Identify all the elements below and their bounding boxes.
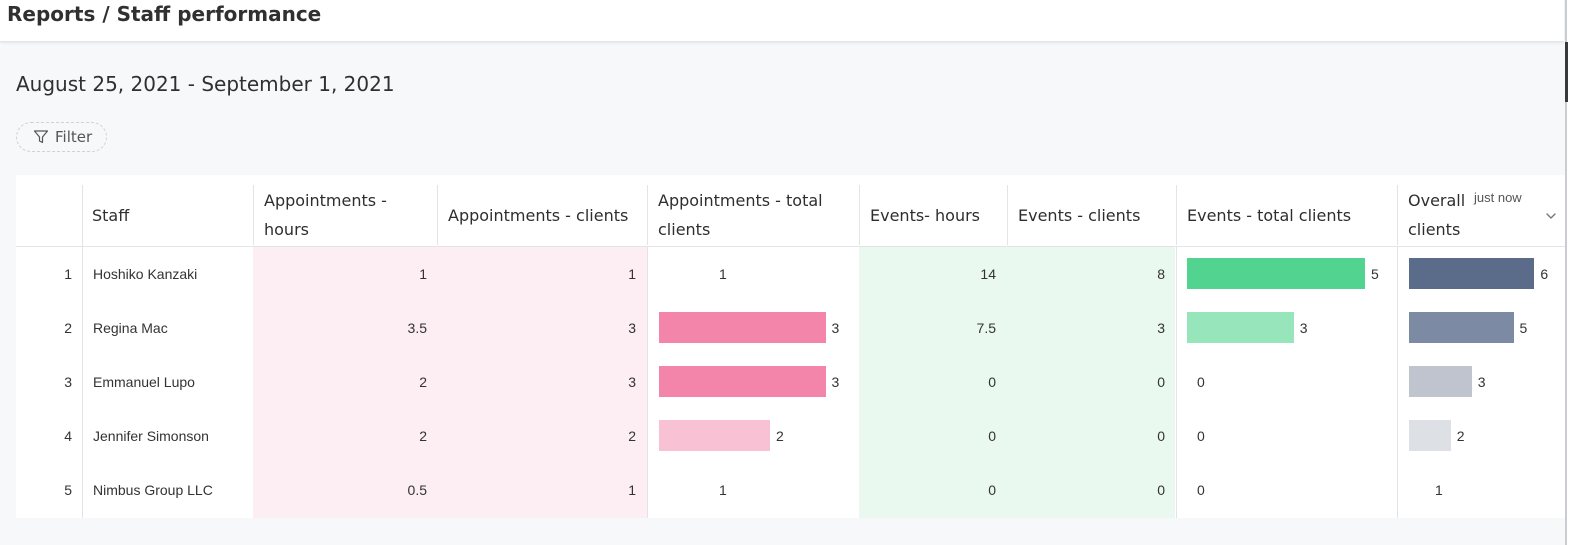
- overall-bar: [1409, 312, 1514, 343]
- appt-total-column-divider: [647, 247, 648, 518]
- events-clients-column-bg: [1007, 247, 1175, 518]
- page-title: Reports / Staff performance: [7, 2, 322, 26]
- chevron-down-icon[interactable]: [1544, 209, 1558, 223]
- staff-performance-table: Staff Appointments - hours Appointments …: [16, 175, 1565, 518]
- appt-clients-value: 3: [628, 320, 636, 336]
- appt-clients-value: 3: [628, 374, 636, 390]
- events-total-value: 0: [1197, 374, 1205, 390]
- table-row[interactable]: 1 Hoshiko Kanzaki 1 1 14 8 1 5 6: [16, 247, 1565, 301]
- index-column-divider: [82, 185, 83, 518]
- events-clients-value: 0: [1157, 374, 1165, 390]
- overall-value: 5: [1519, 320, 1528, 336]
- column-header-staff[interactable]: Staff: [92, 205, 130, 225]
- table-row[interactable]: 3 Emmanuel Lupo 2 3 0 0 3 0 3: [16, 355, 1565, 409]
- staff-name: Hoshiko Kanzaki: [93, 266, 198, 282]
- staff-name: Regina Mac: [93, 320, 168, 336]
- appt-hours-value: 0.5: [407, 482, 427, 498]
- events-clients-value: 0: [1157, 482, 1165, 498]
- events-total-bar: [1187, 258, 1365, 289]
- row-index: 1: [64, 266, 72, 282]
- scrollbar-track[interactable]: [1565, 0, 1567, 545]
- appt-clients-column-bg: [437, 247, 647, 518]
- events-hours-value: 7.5: [976, 320, 996, 336]
- overall-bar: [1409, 366, 1472, 397]
- appt-total-value: 1: [719, 482, 727, 498]
- events-clients-value: 0: [1157, 428, 1165, 444]
- top-bar: Reports / Staff performance: [0, 0, 1564, 42]
- overall-value: 3: [1477, 374, 1486, 390]
- row-index: 4: [64, 428, 72, 444]
- header-divider: [16, 246, 1565, 247]
- events-hours-column-bg: [859, 247, 1007, 518]
- appt-total-bar: [659, 420, 770, 451]
- filter-label: Filter: [55, 128, 93, 146]
- overall-bar: [1409, 258, 1535, 289]
- overall-column-divider: [1397, 247, 1398, 518]
- overall-value: 1: [1435, 482, 1443, 498]
- column-header-overall-clients[interactable]: Overall clients: [1397, 185, 1565, 245]
- staff-name: Nimbus Group LLC: [93, 482, 213, 498]
- events-total-column-divider: [1176, 247, 1177, 518]
- events-hours-value: 0: [988, 374, 996, 390]
- page-scrollbar[interactable]: [1565, 0, 1590, 545]
- appt-clients-value: 1: [628, 266, 636, 282]
- column-header-events-hours[interactable]: Events- hours: [859, 185, 1007, 245]
- last-updated-status: just now: [1474, 190, 1522, 205]
- appt-clients-value: 2: [628, 428, 636, 444]
- row-index: 2: [64, 320, 72, 336]
- events-hours-value: 0: [988, 428, 996, 444]
- column-header-events-total-clients[interactable]: Events - total clients: [1176, 185, 1397, 245]
- appt-hours-value: 3.5: [407, 320, 427, 336]
- column-header-appointments-hours[interactable]: Appointments - hours: [253, 185, 437, 245]
- events-total-bar: [1187, 312, 1294, 343]
- events-total-value: 3: [1299, 320, 1308, 336]
- column-header-events-clients[interactable]: Events - clients: [1007, 185, 1175, 245]
- appt-hours-value: 2: [419, 374, 427, 390]
- appt-total-value: 3: [831, 374, 840, 390]
- row-index: 5: [64, 482, 72, 498]
- filter-button[interactable]: Filter: [16, 122, 107, 152]
- date-range-label: August 25, 2021 - September 1, 2021: [16, 72, 395, 96]
- appt-total-bar: [659, 312, 826, 343]
- events-total-value: 5: [1371, 266, 1379, 282]
- appt-total-value: 3: [831, 320, 840, 336]
- row-index: 3: [64, 374, 72, 390]
- appt-hours-value: 2: [419, 428, 427, 444]
- overall-value: 2: [1456, 428, 1465, 444]
- staff-name: Jennifer Simonson: [93, 428, 209, 444]
- column-header-appointments-total-clients[interactable]: Appointments - total clients: [647, 185, 859, 245]
- staff-name: Emmanuel Lupo: [93, 374, 195, 390]
- appt-total-value: 1: [719, 266, 727, 282]
- filter-icon: [33, 130, 49, 144]
- table-row[interactable]: 4 Jennifer Simonson 2 2 0 0 2 0 2: [16, 409, 1565, 463]
- events-hours-value: 0: [988, 482, 996, 498]
- table-row[interactable]: 2 Regina Mac 3.5 3 7.5 3 3 3 5: [16, 301, 1565, 355]
- events-clients-value: 3: [1157, 320, 1165, 336]
- overall-bar: [1409, 420, 1451, 451]
- events-total-value: 0: [1197, 482, 1205, 498]
- events-total-value: 0: [1197, 428, 1205, 444]
- appt-total-value: 2: [776, 428, 784, 444]
- events-hours-value: 14: [980, 266, 996, 282]
- table-row[interactable]: 5 Nimbus Group LLC 0.5 1 0 0 1 0 1: [16, 463, 1565, 517]
- appt-hours-column-bg: [253, 247, 437, 518]
- appt-hours-value: 1: [419, 266, 427, 282]
- events-clients-value: 8: [1157, 266, 1165, 282]
- overall-value: 6: [1540, 266, 1549, 282]
- appt-total-bar: [659, 366, 826, 397]
- appt-clients-value: 1: [628, 482, 636, 498]
- column-header-appointments-clients[interactable]: Appointments - clients: [437, 185, 647, 245]
- scrollbar-thumb[interactable]: [1565, 42, 1568, 102]
